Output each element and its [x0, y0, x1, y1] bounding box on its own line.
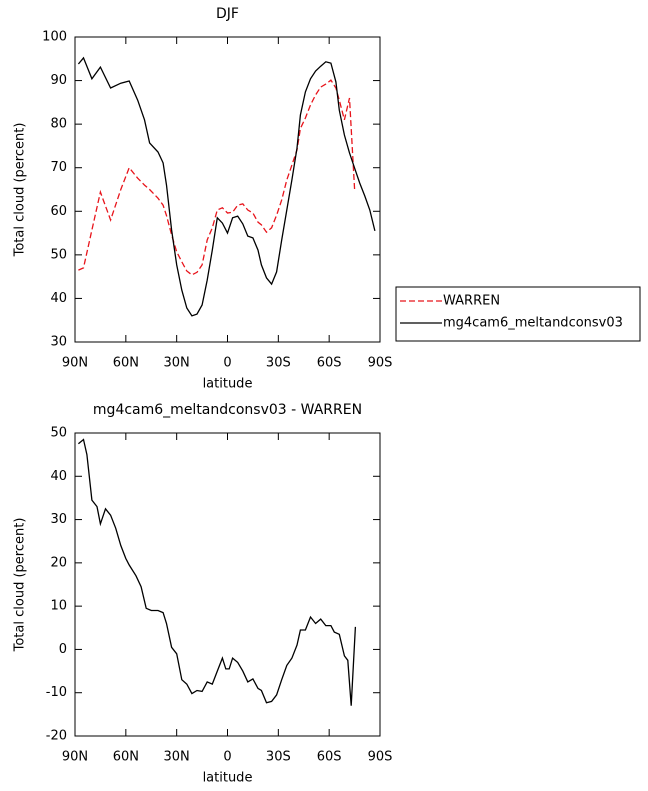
y-tick-label: 30 [50, 335, 67, 350]
series-line [77, 56, 376, 317]
x-tick-label: 60S [317, 356, 342, 371]
x-tick-label: 30N [164, 356, 190, 371]
plot-frame [74, 36, 381, 343]
series-line [77, 438, 357, 706]
x-tick-label: 0 [223, 750, 231, 765]
x-tick-label: 30S [266, 750, 291, 765]
x-axis-label: latitude [203, 377, 253, 392]
x-tick-label: 90N [62, 750, 88, 765]
x-tick-label: 30S [266, 356, 291, 371]
x-tick-label: 60N [113, 356, 139, 371]
y-tick-label: -20 [46, 729, 67, 744]
x-tick-label: 90S [368, 356, 393, 371]
y-tick-label: 90 [50, 73, 67, 88]
y-tick-label: 100 [42, 30, 67, 45]
y-tick-label: 40 [50, 469, 67, 484]
x-tick-label: 30N [164, 750, 190, 765]
y-axis-label: Total cloud (percent) [13, 518, 28, 653]
x-tick-label: 60S [317, 750, 342, 765]
y-tick-label: 20 [50, 555, 67, 570]
chart-title: DJF [216, 6, 239, 22]
y-tick-label: 0 [59, 642, 67, 657]
x-tick-label: 0 [223, 356, 231, 371]
y-tick-label: 50 [50, 247, 67, 262]
y-tick-label: -10 [46, 685, 67, 700]
y-tick-label: 30 [50, 512, 67, 527]
x-tick-label: 90N [62, 356, 88, 371]
x-tick-label: 90S [368, 750, 393, 765]
y-tick-label: 80 [50, 117, 67, 132]
legend-box [395, 286, 641, 342]
y-tick-label: 50 [50, 426, 67, 441]
y-tick-label: 60 [50, 204, 67, 219]
chart-title: mg4cam6_meltandconsv03 - WARREN [93, 402, 362, 418]
y-tick-label: 40 [50, 291, 67, 306]
plot-frame [74, 432, 381, 737]
legend-label: WARREN [443, 294, 500, 309]
legend-label: mg4cam6_meltandconsv03 [443, 316, 623, 331]
y-tick-label: 10 [50, 599, 67, 614]
x-axis-label: latitude [203, 771, 253, 786]
y-axis-label: Total cloud (percent) [13, 123, 28, 258]
series-line [78, 79, 356, 276]
x-tick-label: 60N [113, 750, 139, 765]
y-tick-label: 70 [50, 160, 67, 175]
